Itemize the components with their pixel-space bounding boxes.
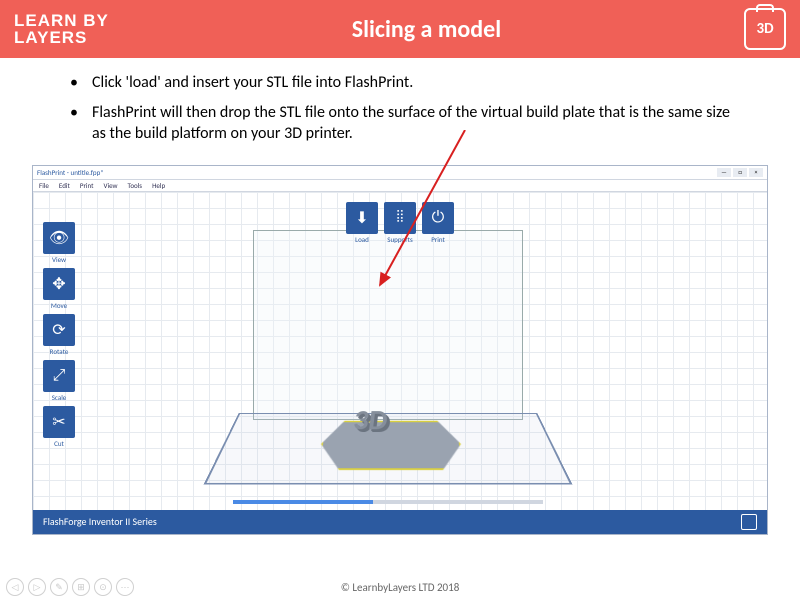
tool-supports[interactable]: ⦙⦙Supports [384,202,416,244]
tool-scale[interactable]: ⤢Scale [43,360,75,402]
model-3d-text: 3D [353,404,388,438]
nav-zoom-icon[interactable]: ⊙ [94,578,112,596]
left-toolbar: 👁View ✥Move ⟳Rotate ⤢Scale ✂Cut [43,222,75,448]
nav-grid-icon[interactable]: ⊞ [72,578,90,596]
minimize-button[interactable]: — [717,168,731,177]
load-icon: ⬇ [346,202,378,234]
nav-pen-icon[interactable]: ✎ [50,578,68,596]
tool-load[interactable]: ⬇Load [346,202,378,244]
status-bar: FlashForge Inventor II Series [33,510,767,534]
logo-line2: LAYERS [14,29,109,46]
logo-line1: LEARN BY [14,12,109,29]
tool-view[interactable]: 👁View [43,222,75,264]
menu-file[interactable]: File [39,181,49,190]
slide-nav-controls: ◁ ▷ ✎ ⊞ ⊙ ⋯ [6,578,134,596]
model-base-hexagon [317,421,466,470]
tool-move[interactable]: ✥Move [43,268,75,310]
bullet-item: •FlashPrint will then drop the STL file … [70,102,730,145]
eye-icon: 👁 [43,222,75,254]
brand-logo: LEARN BY LAYERS [14,12,109,46]
menu-help[interactable]: Help [152,181,165,190]
menu-bar: File Edit Print View Tools Help [33,180,767,192]
slide-header: LEARN BY LAYERS Slicing a model 3D [0,0,800,58]
tool-print[interactable]: ⏻Print [422,202,454,244]
top-toolbar: ⬇Load ⦙⦙Supports ⏻Print [346,202,454,244]
scale-icon: ⤢ [43,360,75,392]
maximize-button[interactable]: □ [733,168,747,177]
status-icon[interactable] [741,514,757,530]
supports-icon: ⦙⦙ [384,202,416,234]
slide-title: Slicing a model [109,15,744,44]
printer-name: FlashForge Inventor II Series [43,515,157,528]
printer-3d-icon: 3D [744,8,786,50]
nav-more-icon[interactable]: ⋯ [116,578,134,596]
app-title: FlashPrint - untitle.fpp* [37,168,104,177]
close-button[interactable]: × [749,168,763,177]
flashprint-screenshot: FlashPrint - untitle.fpp* — □ × File Edi… [32,165,768,535]
menu-print[interactable]: Print [80,181,94,190]
menu-view[interactable]: View [104,181,118,190]
nav-prev-icon[interactable]: ◁ [6,578,24,596]
cut-icon: ✂ [43,406,75,438]
print-icon: ⏻ [422,202,454,234]
bullet-text: FlashPrint will then drop the STL file o… [92,102,730,145]
tool-cut[interactable]: ✂Cut [43,406,75,448]
menu-tools[interactable]: Tools [128,181,143,190]
bullet-text: Click 'load' and insert your STL file in… [92,72,413,94]
nav-next-icon[interactable]: ▷ [28,578,46,596]
progress-bar [233,500,543,504]
menu-edit[interactable]: Edit [59,181,70,190]
rotate-icon: ⟳ [43,314,75,346]
bullet-item: •Click 'load' and insert your STL file i… [70,72,730,94]
stl-model[interactable]: 3D [311,384,471,484]
content-area: •Click 'load' and insert your STL file i… [0,58,800,159]
window-titlebar: FlashPrint - untitle.fpp* — □ × [33,166,767,180]
tool-rotate[interactable]: ⟳Rotate [43,314,75,356]
move-icon: ✥ [43,268,75,300]
